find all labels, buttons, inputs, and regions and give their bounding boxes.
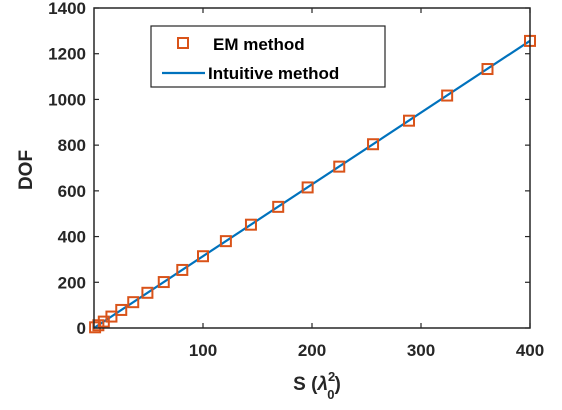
y-tick-label: 0 — [77, 319, 86, 338]
x-axis-title-sup: 2 — [328, 369, 335, 384]
em-data-point — [127, 296, 140, 309]
x-tick-label: 100 — [189, 341, 217, 360]
em-data-point — [403, 114, 416, 127]
y-axis-title: DOF — [16, 150, 37, 190]
legend-label-em: EM method — [213, 35, 305, 54]
legend-marker-em — [177, 37, 189, 49]
y-tick-label: 1200 — [48, 45, 86, 64]
x-axis-title-base: S ( — [293, 374, 318, 395]
em-data-point — [176, 263, 189, 276]
axes-box — [93, 7, 531, 329]
em-data-point — [244, 218, 257, 231]
em-data-point — [219, 235, 232, 248]
em-data-point — [157, 276, 170, 289]
em-data-point — [197, 250, 209, 263]
x-axis-title-close: ) — [335, 374, 341, 395]
x-tick-label: 400 — [516, 341, 544, 360]
y-tick-label: 600 — [58, 182, 86, 201]
y-tick-label: 800 — [58, 136, 86, 155]
em-data-point — [441, 89, 454, 102]
em-data-point — [105, 310, 118, 323]
y-tick-label: 1000 — [48, 90, 86, 109]
y-tick-label: 400 — [58, 228, 86, 247]
x-axis-ticks: 100 200 300 400 — [189, 8, 544, 360]
x-axis-title-sub: 0 — [327, 387, 334, 402]
em-data-point — [301, 181, 314, 194]
x-axis-title: S (λ2 0) — [293, 369, 341, 402]
y-tick-label: 200 — [58, 273, 86, 292]
legend-box — [150, 25, 386, 88]
legend-label-intuitive: Intuitive method — [208, 64, 339, 83]
em-data-point — [367, 138, 380, 151]
em-data-point — [333, 160, 346, 173]
y-axis-ticks: 0 200 400 600 800 1000 1200 1400 — [48, 0, 530, 338]
em-data-point — [272, 200, 285, 213]
legend: EM method Intuitive method — [150, 25, 386, 88]
x-axis-title-lambda: λ — [316, 374, 328, 395]
em-data-point — [115, 303, 128, 316]
x-tick-label: 300 — [407, 341, 435, 360]
em-data-point — [141, 286, 154, 299]
em-data-point — [481, 63, 494, 76]
y-tick-label: 1400 — [48, 0, 86, 18]
x-tick-label: 200 — [298, 341, 326, 360]
